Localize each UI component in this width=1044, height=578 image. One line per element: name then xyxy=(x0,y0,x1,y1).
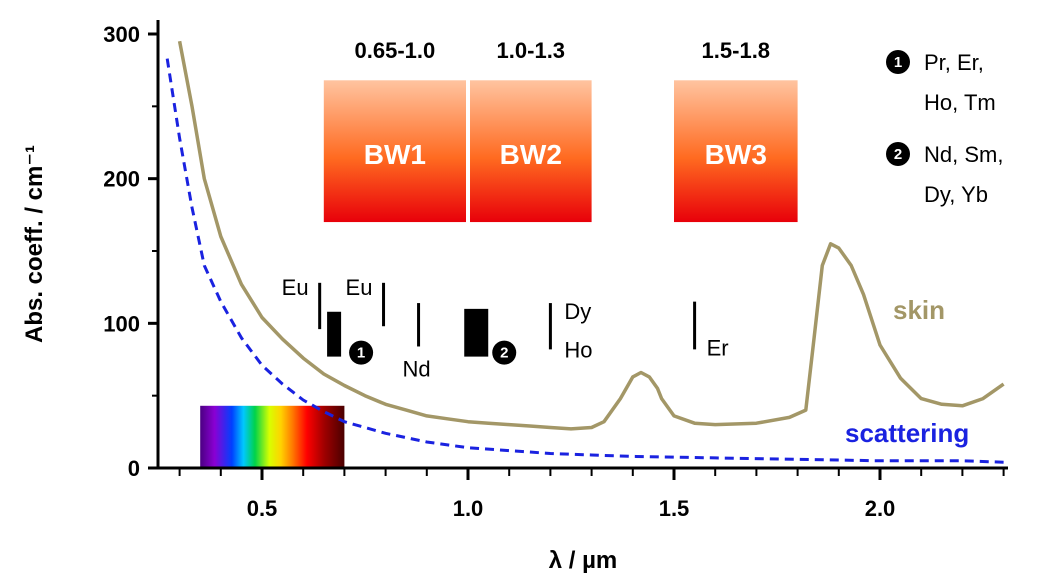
legend-badge-text-2: 2 xyxy=(894,146,902,163)
group-2-badge xyxy=(492,340,517,365)
y-axis-title: Abs. coeff. / cm⁻¹ xyxy=(21,145,48,343)
x-tick-label-1.0: 1.0 xyxy=(453,496,484,521)
ion-label-er: Er xyxy=(707,335,729,360)
legend-badge-2 xyxy=(886,142,910,166)
legend-group-2-line1: Nd, Sm, xyxy=(924,142,1003,167)
ion-label-eu: Eu xyxy=(282,275,309,300)
axes: 0 100 200 300 0.5 1.0 1.5 2.0 λ / µm Abs. coeff. … xyxy=(21,20,1008,574)
x-tick-label-2.0: 2.0 xyxy=(865,496,896,521)
band-range-bw2: 1.0-1.3 xyxy=(497,38,566,63)
ion-markers: Eu 1 Eu Nd 2 Dy Ho Er xyxy=(282,275,729,382)
group-1-badge-text: 1 xyxy=(357,345,365,362)
series-label-scattering: scattering xyxy=(845,418,969,448)
band-range-bw3: 1.5-1.8 xyxy=(702,38,771,63)
series-line-skin xyxy=(177,40,1005,431)
band-range-bw1: 0.65-1.0 xyxy=(355,38,436,63)
ion-label-dy: Dy xyxy=(564,299,591,324)
x-axis-title: λ / µm xyxy=(549,547,618,574)
group-2-badge-text: 2 xyxy=(500,345,508,362)
group-legend: 1 Pr, Er, Ho, Tm 2 Nd, Sm, Dy, Yb xyxy=(886,50,1003,207)
band-bw2 xyxy=(470,80,592,223)
ion-marker-group-1 xyxy=(327,311,342,357)
ion-marker-group-2 xyxy=(464,308,489,357)
y-tick-label-0: 0 xyxy=(128,456,140,481)
band-bw3 xyxy=(674,80,798,223)
y-tick-label-300: 300 xyxy=(103,22,140,47)
legend-badge-text-1: 1 xyxy=(894,54,902,71)
band-label-bw2: BW2 xyxy=(500,139,562,170)
legend-group-1-line2: Ho, Tm xyxy=(924,90,996,115)
series-line-scattering xyxy=(165,58,1004,464)
legend-group-1-line1: Pr, Er, xyxy=(924,50,984,75)
ion-label-nd: Nd xyxy=(403,356,431,381)
group-1-badge xyxy=(349,340,374,365)
band-label-bw3: BW3 xyxy=(705,139,767,170)
y-tick-label-100: 100 xyxy=(103,311,140,336)
biowindow-bands: BW1 0.65-1.0 BW2 1.0-1.3 BW3 1.5-1.8 xyxy=(200,38,798,468)
ion-label-ho: Ho xyxy=(564,337,592,362)
band-label-bw1: BW1 xyxy=(364,139,426,170)
y-tick-label-200: 200 xyxy=(103,167,140,192)
ion-label-eu: Eu xyxy=(346,275,373,300)
series-lines: skin scattering xyxy=(165,40,1005,464)
x-tick-label-0.5: 0.5 xyxy=(247,496,278,521)
legend-group-2-line2: Dy, Yb xyxy=(924,182,988,207)
band-bw1 xyxy=(323,80,466,223)
series-label-skin: skin xyxy=(893,295,945,325)
x-tick-label-1.5: 1.5 xyxy=(659,496,690,521)
visible-spectrum-bar xyxy=(200,405,345,468)
legend-badge-1 xyxy=(886,50,910,74)
